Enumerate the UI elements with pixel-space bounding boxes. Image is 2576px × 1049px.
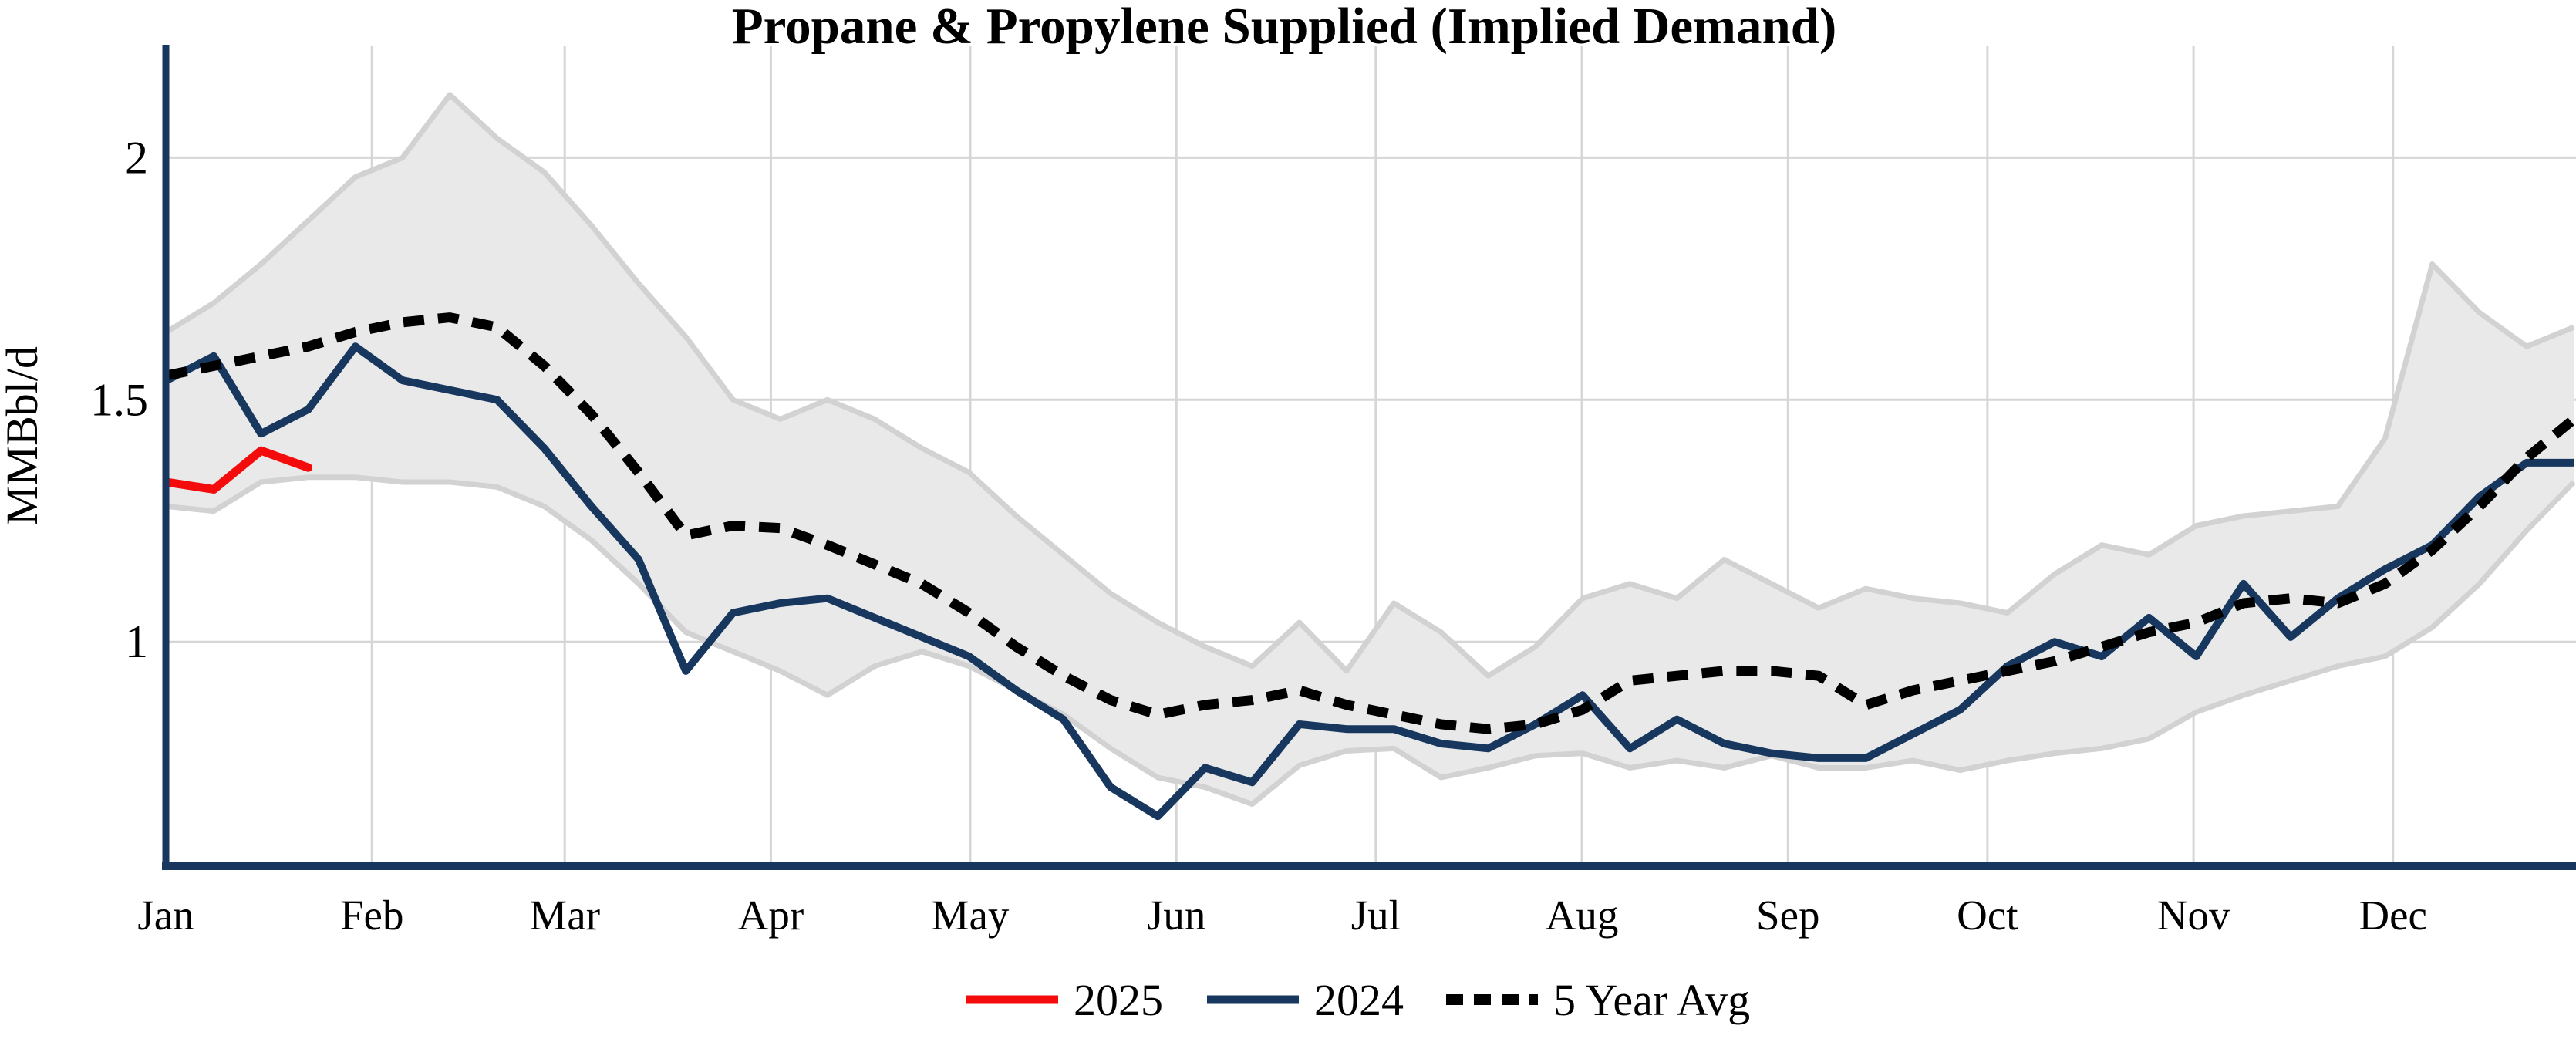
y-tick-label: 2: [125, 132, 148, 183]
x-tick-label: Nov: [2157, 892, 2230, 939]
series-lines: [162, 312, 2576, 821]
y-tick-label: 1.5: [90, 374, 148, 425]
series-2024-line: [164, 342, 2574, 821]
legend-label-2024: 2024: [1314, 975, 1404, 1025]
axis-tick-labels: 2 1.5 1 Jan Feb Mar Apr May Jun Jul Aug Sep Oct Nov De…: [90, 132, 2427, 939]
series-5-year-avg-line: [165, 312, 2576, 734]
x-tick-label: Dec: [2359, 892, 2427, 939]
x-tick-label: Jan: [137, 892, 194, 939]
legend-item-2024: 2024: [1207, 975, 1404, 1025]
legend-label-5-year-avg: 5 Year Avg: [1553, 975, 1750, 1025]
band-lower-edge: [166, 474, 2576, 808]
legend-item-5-year-avg: 5 Year Avg: [1446, 975, 1750, 1025]
x-tick-label: Feb: [340, 892, 404, 939]
x-tick-label: Mar: [529, 892, 600, 939]
five-year-range-band: [165, 92, 2576, 808]
legend-label-2025: 2025: [1074, 975, 1163, 1025]
x-tick-label: May: [932, 892, 1010, 939]
band-upper-edge: [165, 92, 2575, 679]
x-tick-label: Aug: [1546, 892, 1619, 939]
y-tick-label: 1: [125, 616, 148, 667]
legend-item-2025: 2025: [966, 975, 1163, 1025]
band-fill: [167, 94, 2574, 804]
chart-title: Propane & Propylene Supplied (Implied De…: [732, 0, 1837, 55]
axes: [162, 45, 2576, 870]
x-tick-label: Jul: [1351, 892, 1401, 939]
y-axis-label: MMBbl/d: [0, 346, 47, 525]
x-tick-label: Jun: [1147, 892, 1205, 939]
legend: 2025 2024 5 Year Avg: [966, 975, 1750, 1025]
x-tick-label: Oct: [1957, 892, 2018, 939]
x-tick-label: Apr: [738, 892, 804, 939]
x-tick-label: Sep: [1756, 892, 1820, 939]
series-2025-line: [162, 446, 313, 494]
